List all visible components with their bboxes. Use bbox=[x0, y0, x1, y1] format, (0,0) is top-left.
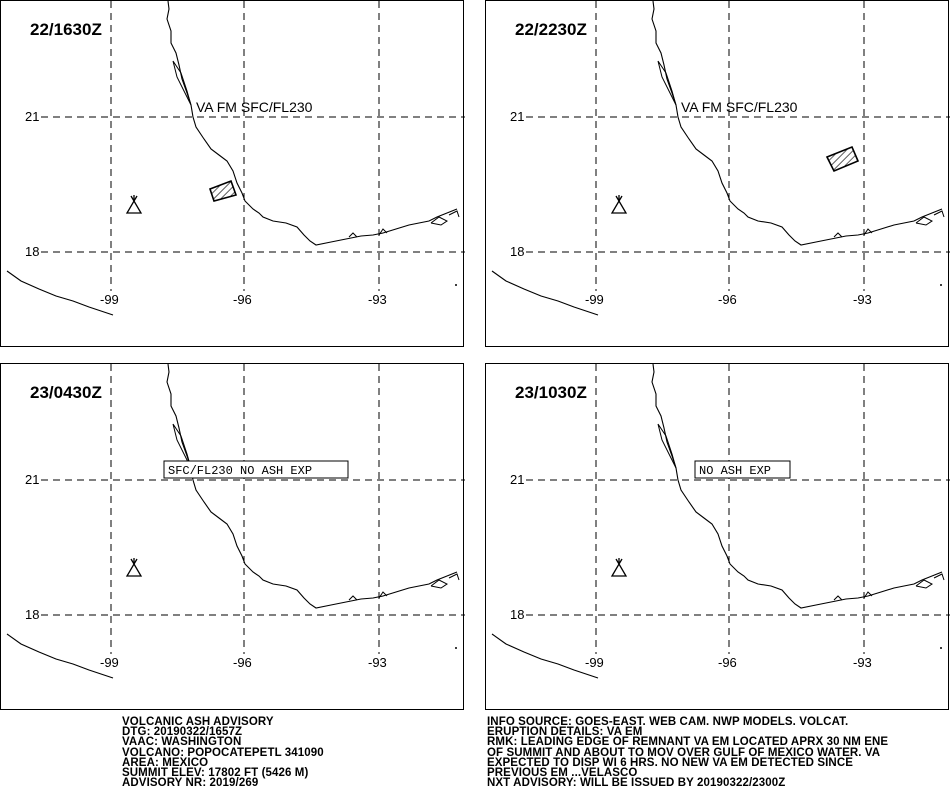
forecast-map: 21 18 -99 -96 -93 23/1030Z NO ASH EXP bbox=[491, 364, 950, 679]
panel-time-title: 22/2230Z bbox=[515, 20, 587, 39]
longitude-label: -99 bbox=[585, 292, 604, 307]
forecast-label: VA FM SFC/FL230 bbox=[196, 99, 313, 115]
volcano-icon bbox=[610, 558, 628, 577]
coastline-lagoon bbox=[172, 60, 192, 106]
longitude-label: -93 bbox=[853, 292, 872, 307]
volcano-icon bbox=[125, 195, 143, 214]
coastline-lagoon bbox=[657, 423, 677, 469]
coastline-detail bbox=[915, 216, 933, 226]
coastline-lagoon bbox=[657, 60, 677, 106]
longitude-label: -99 bbox=[585, 655, 604, 670]
coastline-detail bbox=[378, 228, 388, 236]
latitude-label: 21 bbox=[25, 109, 39, 124]
advisory-line: VAAC: WASHINGTON bbox=[122, 736, 242, 749]
forecast-panel: 21 18 -99 -96 -93 22/1630Z VA FM SFC/FL230 bbox=[0, 0, 465, 347]
coastline-detail bbox=[933, 210, 945, 218]
forecast-map: 21 18 -99 -96 -93 22/2230Z VA FM SFC/FL230 bbox=[491, 1, 950, 316]
advisory-line: RMK: LEADING EDGE OF REMNANT VA EM LOCAT… bbox=[487, 736, 889, 749]
coastline-detail bbox=[348, 232, 358, 238]
coastline-detail bbox=[448, 210, 460, 218]
advisory-line: AREA: MEXICO bbox=[122, 756, 209, 769]
advisory-line: DTG: 20190322/1657Z bbox=[122, 726, 243, 739]
ash-cloud-area bbox=[825, 145, 860, 173]
coastline-pacific bbox=[491, 270, 599, 316]
forecast-label: NO ASH EXP bbox=[699, 464, 771, 478]
coastline-detail bbox=[833, 232, 843, 238]
latitude-label: 18 bbox=[510, 244, 524, 259]
forecast-panel: 21 18 -99 -96 -93 22/2230Z VA FM SFC/FL230 bbox=[485, 0, 950, 347]
latitude-label: 21 bbox=[25, 472, 39, 487]
advisory-line: VOLCANO: POPOCATEPETL 341090 bbox=[122, 746, 324, 759]
coastline-detail bbox=[933, 573, 945, 581]
island-dot bbox=[455, 284, 457, 286]
coastline-pacific bbox=[6, 633, 114, 679]
advisory-right-block: INFO SOURCE: GOES-EAST. WEB CAM. NWP MOD… bbox=[487, 716, 889, 790]
forecast-map: 21 18 -99 -96 -93 23/0430Z SFC/FL230 NO ASH EX… bbox=[6, 364, 465, 679]
volcano-icon bbox=[610, 195, 628, 214]
longitude-label: -93 bbox=[853, 655, 872, 670]
latitude-label: 18 bbox=[25, 244, 39, 259]
latitude-label: 21 bbox=[510, 109, 524, 124]
forecast-label-box bbox=[163, 460, 349, 479]
coastline-detail bbox=[348, 595, 358, 601]
coastline bbox=[166, 1, 458, 246]
coastline bbox=[166, 364, 458, 609]
forecast-panel: 21 18 -99 -96 -93 23/1030Z NO ASH EXP bbox=[485, 363, 950, 710]
panel-time-title: 23/1030Z bbox=[515, 383, 587, 402]
longitude-label: -96 bbox=[718, 292, 737, 307]
coastline-detail bbox=[915, 579, 933, 589]
latitude-label: 18 bbox=[510, 607, 524, 622]
longitude-label: -99 bbox=[100, 655, 119, 670]
forecast-label: VA FM SFC/FL230 bbox=[681, 99, 798, 115]
advisory-line: SUMMIT ELEV: 17802 FT (5426 M) bbox=[122, 766, 309, 779]
ash-cloud-area bbox=[208, 179, 238, 202]
coastline bbox=[651, 1, 943, 246]
forecast-label: SFC/FL230 NO ASH EXP bbox=[168, 464, 312, 478]
coastline-detail bbox=[430, 579, 448, 589]
volcano-icon bbox=[125, 558, 143, 577]
advisory-line: OF SUMMIT AND ABOUT TO MOV OVER GULF OF … bbox=[487, 746, 881, 759]
coastline-detail bbox=[863, 228, 873, 236]
advisory-line: INFO SOURCE: GOES-EAST. WEB CAM. NWP MOD… bbox=[487, 716, 849, 728]
coastline-detail bbox=[430, 216, 448, 226]
longitude-label: -99 bbox=[100, 292, 119, 307]
latitude-label: 21 bbox=[510, 472, 524, 487]
advisory-line: EXPECTED TO DISP WI 6 HRS. NO NEW VA EM … bbox=[487, 756, 853, 769]
coastline-detail bbox=[863, 591, 873, 599]
coastline-pacific bbox=[6, 270, 114, 316]
advisory-line: VOLCANIC ASH ADVISORY bbox=[122, 716, 274, 728]
latitude-label: 18 bbox=[25, 607, 39, 622]
advisory-line: NXT ADVISORY: WILL BE ISSUED BY 20190322… bbox=[487, 777, 786, 790]
advisory-line: ERUPTION DETAILS: VA EM bbox=[487, 726, 643, 739]
longitude-label: -93 bbox=[368, 655, 387, 670]
island-dot bbox=[940, 647, 942, 649]
longitude-label: -96 bbox=[233, 655, 252, 670]
advisory-left-block: VOLCANIC ASH ADVISORY DTG: 20190322/1657Z… bbox=[122, 716, 324, 790]
forecast-label-box bbox=[694, 460, 791, 479]
advisory-line: ADVISORY NR: 2019/269 bbox=[122, 777, 259, 790]
coastline bbox=[651, 364, 943, 609]
coastline-detail bbox=[833, 595, 843, 601]
longitude-label: -96 bbox=[718, 655, 737, 670]
forecast-panel: 21 18 -99 -96 -93 23/0430Z SFC/FL230 NO ASH EX… bbox=[0, 363, 465, 710]
island-dot bbox=[455, 647, 457, 649]
coastline-detail bbox=[378, 591, 388, 599]
coastline-detail bbox=[448, 573, 460, 581]
forecast-map: 21 18 -99 -96 -93 22/1630Z VA FM SFC/FL230 bbox=[6, 1, 465, 316]
island-dot bbox=[940, 284, 942, 286]
panel-time-title: 22/1630Z bbox=[30, 20, 102, 39]
panel-time-title: 23/0430Z bbox=[30, 383, 102, 402]
longitude-label: -93 bbox=[368, 292, 387, 307]
advisory-line: PREVIOUS EM ...VELASCO bbox=[487, 766, 638, 779]
longitude-label: -96 bbox=[233, 292, 252, 307]
coastline-pacific bbox=[491, 633, 599, 679]
